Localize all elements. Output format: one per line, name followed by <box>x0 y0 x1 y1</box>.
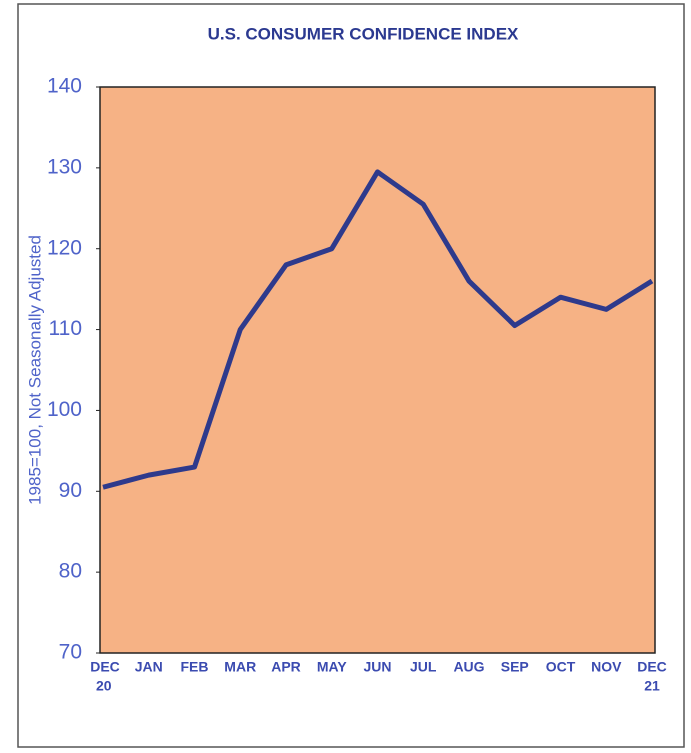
x-year-label: 21 <box>644 678 660 694</box>
y-tick-label: 110 <box>49 317 82 340</box>
y-tick-label: 130 <box>47 155 82 178</box>
y-tick-label: 80 <box>59 560 82 583</box>
x-tick-label: NOV <box>591 659 622 675</box>
x-tick-label: DEC <box>90 659 120 675</box>
x-tick-label: MAY <box>317 659 347 675</box>
x-tick-label: SEP <box>501 659 529 675</box>
x-tick-label: FEB <box>181 659 209 675</box>
x-tick-label: JUL <box>410 659 437 675</box>
y-tick-label: 70 <box>59 641 82 664</box>
x-tick-label: JUN <box>363 659 391 675</box>
x-tick-label: JAN <box>135 659 163 675</box>
y-tick-label: 100 <box>47 398 82 421</box>
data-line <box>102 169 654 490</box>
x-tick-label: AUG <box>453 659 484 675</box>
x-tick-label: OCT <box>546 659 576 675</box>
y-tick-label: 140 <box>47 75 82 98</box>
x-year-label: 20 <box>96 678 112 694</box>
x-tick-label: MAR <box>224 659 256 675</box>
plot-area <box>99 86 656 654</box>
y-tick-label: 120 <box>47 236 82 259</box>
x-tick-label: APR <box>271 659 301 675</box>
x-tick-label: DEC <box>637 659 667 675</box>
chart-title: U.S. CONSUMER CONFIDENCE INDEX <box>208 24 519 43</box>
y-axis-label: 1985=100, Not Seasonally Adjusted <box>25 235 44 505</box>
y-tick-label: 90 <box>59 479 82 502</box>
